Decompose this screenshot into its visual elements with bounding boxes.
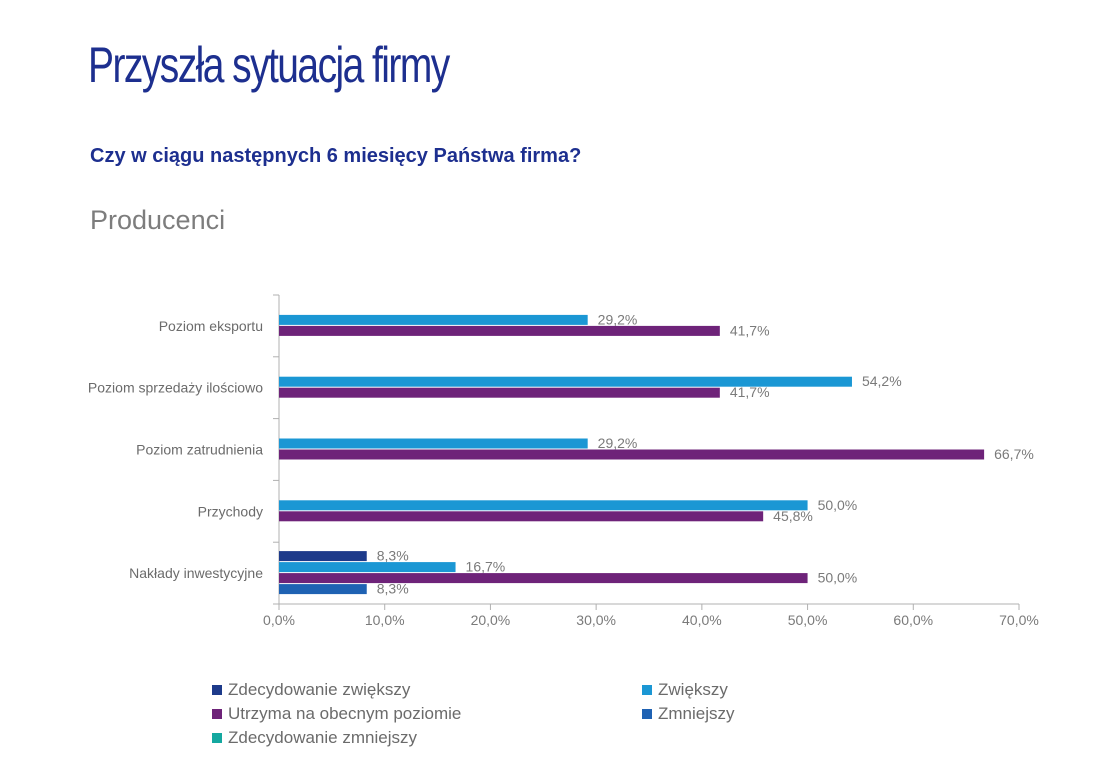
category-label: Poziom zatrudnienia: [136, 442, 263, 458]
x-tick-label: 30,0%: [576, 612, 616, 628]
bar: [279, 387, 720, 398]
category-label: Nakłady inwestycyjne: [129, 565, 263, 581]
data-label: 50,0%: [818, 570, 858, 586]
data-label: 41,7%: [730, 322, 770, 338]
legend-swatch: [642, 709, 652, 719]
data-label: 66,7%: [994, 446, 1034, 462]
legend-item: Zmniejszy: [642, 704, 735, 724]
legend-label: Zdecydowanie zmniejszy: [228, 728, 417, 747]
legend-swatch: [212, 733, 222, 743]
question-heading: Czy w ciągu następnych 6 miesięcy Państw…: [90, 145, 582, 167]
legend-item: Zdecydowanie zmniejszy: [212, 728, 417, 748]
x-tick-label: 10,0%: [365, 612, 405, 628]
data-label: 50,0%: [818, 497, 858, 513]
bar: [279, 438, 588, 449]
legend-item: Zdecydowanie zwiększy: [212, 680, 410, 700]
bar: [279, 584, 367, 595]
data-label: 16,7%: [466, 559, 506, 575]
bar: [279, 325, 720, 336]
data-label: 45,8%: [773, 508, 813, 524]
legend-label: Zwiększy: [658, 680, 728, 699]
category-label: Poziom eksportu: [159, 318, 263, 334]
x-tick-label: 60,0%: [893, 612, 933, 628]
data-label: 54,2%: [862, 373, 902, 389]
bar: [279, 500, 808, 511]
data-label: 8,3%: [377, 581, 409, 597]
legend-label: Zmniejszy: [658, 704, 735, 723]
legend-label: Utrzyma na obecnym poziomie: [228, 704, 462, 723]
x-tick-label: 50,0%: [788, 612, 828, 628]
bar: [279, 511, 764, 522]
data-label: 41,7%: [730, 384, 770, 400]
data-label: 29,2%: [598, 311, 638, 327]
x-tick-label: 40,0%: [682, 612, 722, 628]
bar: [279, 551, 367, 562]
legend-swatch: [212, 685, 222, 695]
bar: [279, 573, 808, 584]
category-label: Poziom sprzedaży ilościowo: [88, 380, 263, 396]
legend-swatch: [212, 709, 222, 719]
page-title: Przyszła sytuacja firmy: [88, 37, 450, 93]
category-label: Przychody: [198, 503, 263, 519]
x-tick-label: 20,0%: [471, 612, 511, 628]
legend-label: Zdecydowanie zwiększy: [228, 680, 411, 699]
bar: [279, 314, 588, 325]
x-tick-label: 0,0%: [263, 612, 295, 628]
data-label: 29,2%: [598, 435, 638, 451]
bar: [279, 562, 456, 573]
legend-swatch: [642, 685, 652, 695]
bar: [279, 376, 852, 387]
legend-item: Zwiększy: [642, 680, 728, 700]
data-label: 8,3%: [377, 548, 409, 564]
segment-label: Producenci: [90, 205, 226, 235]
bar: [279, 449, 985, 460]
legend-item: Utrzyma na obecnym poziomie: [212, 704, 461, 724]
x-tick-label: 70,0%: [999, 612, 1039, 628]
